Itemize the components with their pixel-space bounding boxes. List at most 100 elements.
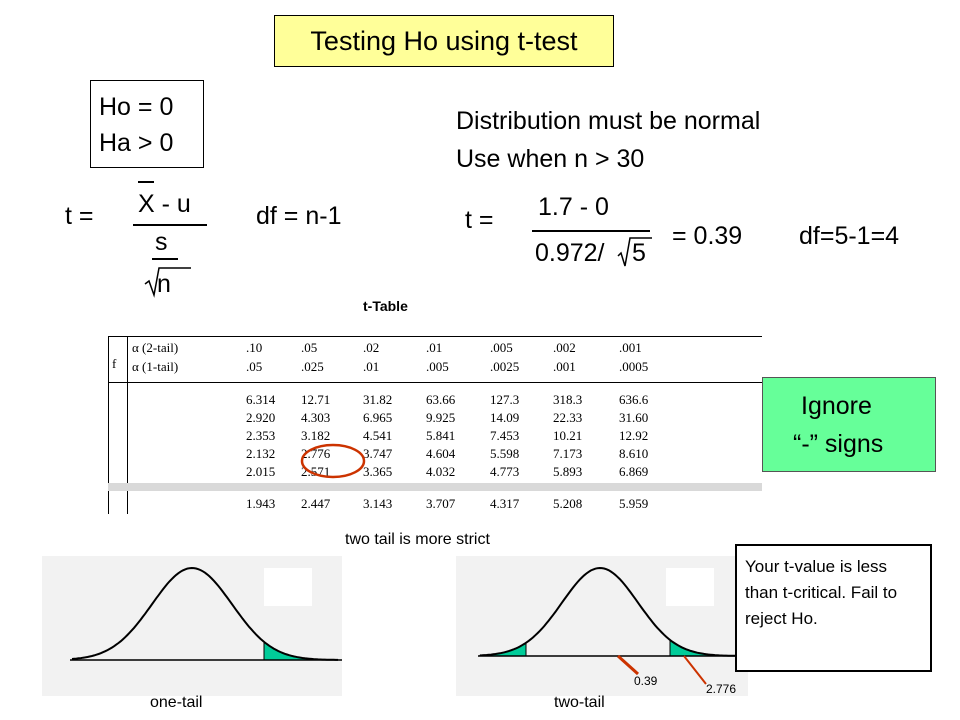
alpha-two-tail-header: .10 [246, 340, 263, 355]
calc-denominator: 0.972/ [535, 239, 605, 267]
ignore-signs-label: “-” signs [793, 430, 884, 458]
calc-t-label: t = [465, 206, 494, 234]
two-tail-label: two-tail [554, 694, 605, 711]
table-divider-rule [127, 336, 128, 514]
formula-n: n [157, 270, 171, 298]
table-cell: 63.66 [426, 392, 456, 407]
table-cell: 2.447 [301, 496, 331, 511]
calc-fraction-bar [532, 230, 650, 232]
alpha-two-tail-header: .005 [490, 340, 513, 355]
table-cell: 14.09 [490, 410, 520, 425]
highlight-circle [300, 443, 366, 479]
table-cell: 7.453 [490, 428, 520, 443]
table-cell: 5.208 [553, 496, 583, 511]
formula-s: s [155, 228, 168, 256]
table-cell: 3.747 [363, 446, 393, 461]
table-cell: 4.604 [426, 446, 456, 461]
alpha-two-tail-header: .01 [426, 340, 443, 355]
alpha-one-tail-header: .001 [553, 359, 576, 374]
table-header-fragment: f [112, 356, 117, 371]
table-cell: 5.598 [490, 446, 520, 461]
alpha-one-tail-header: .0025 [490, 359, 520, 374]
header-two-tail: α (2-tail) [132, 340, 179, 355]
table-left-rule [108, 336, 109, 514]
sqrt-icon [144, 267, 191, 298]
table-cell: 4.541 [363, 428, 393, 443]
one-tail-curve [42, 556, 342, 696]
table-cell: 2.132 [246, 446, 276, 461]
t-critical-marker: 2.776 [706, 682, 737, 696]
alpha-two-tail-header: .002 [553, 340, 576, 355]
t-table-label: t-Table [363, 298, 408, 314]
hypotheses-box: Ho = 0 Ha > 0 [90, 80, 204, 168]
table-cell: 12.92 [619, 428, 649, 443]
alpha-one-tail-header: .005 [426, 359, 449, 374]
table-cell: 4.032 [426, 464, 456, 479]
formula-df: df = n-1 [256, 202, 342, 230]
alpha-two-tail-header: .001 [619, 340, 642, 355]
table-cell: 3.182 [301, 428, 331, 443]
table-cell: 6.314 [246, 392, 276, 407]
table-cell: 7.173 [553, 446, 583, 461]
calc-root-value: 5 [632, 239, 646, 267]
formula-numerator: X - u [138, 190, 191, 218]
table-cell: 4.317 [490, 496, 520, 511]
page-title: Testing Ho using t-test [274, 15, 614, 67]
table-cell: 31.60 [619, 410, 649, 425]
ignore-signs-box: Ignore “-” signs [762, 377, 936, 472]
xbar-overline [138, 181, 154, 183]
table-cell: 2.776 [301, 446, 331, 461]
table-cell: 318.3 [553, 392, 583, 407]
table-cell: 3.707 [426, 496, 456, 511]
table-cell: 5.959 [619, 496, 649, 511]
table-header-rule [108, 382, 762, 383]
t-table: f α (2-tail) α (1-tail) .10 .05 .02 .01 .005… [108, 336, 762, 514]
table-cell: 636.6 [619, 392, 649, 407]
table-cell: 4.303 [301, 410, 331, 425]
table-cell: 3.143 [363, 496, 393, 511]
one-tail-label: one-tail [150, 694, 203, 711]
ignore-label: Ignore [801, 392, 872, 420]
table-cell: 6.869 [619, 464, 649, 479]
null-hypothesis: Ho = 0 [99, 93, 174, 121]
formula-fraction-bar [133, 224, 207, 226]
condition-sample-size: Use when n > 30 [456, 145, 645, 173]
table-cell: 127.3 [490, 392, 520, 407]
alpha-one-tail-header: .025 [301, 359, 324, 374]
table-cell: 8.610 [619, 446, 649, 461]
sqrt-icon [617, 237, 652, 267]
condition-normal: Distribution must be normal [456, 107, 761, 135]
table-cell: 22.33 [553, 410, 583, 425]
table-cell: 12.71 [301, 392, 331, 407]
table-cell: 10.21 [553, 428, 583, 443]
calc-result: = 0.39 [672, 222, 743, 250]
table-cell: 2.015 [246, 464, 276, 479]
header-one-tail: α (1-tail) [132, 359, 179, 374]
table-top-rule [108, 336, 762, 337]
calc-df: df=5-1=4 [799, 222, 900, 250]
table-cell: 5.841 [426, 428, 456, 443]
alpha-one-tail-header: .01 [363, 359, 380, 374]
alpha-two-tail-header: .05 [301, 340, 318, 355]
table-cell: 5.893 [553, 464, 583, 479]
formula-sub-fraction-bar [152, 258, 178, 260]
conclusion-note: Your t-value is less than t-critical. Fa… [735, 544, 932, 672]
t-value-marker: 0.39 [634, 674, 658, 688]
calc-numerator: 1.7 - 0 [538, 193, 609, 221]
alpha-one-tail-header: .05 [246, 359, 263, 374]
table-separator [108, 483, 762, 491]
alternative-hypothesis: Ha > 0 [99, 129, 174, 157]
strict-note: two tail is more strict [345, 531, 490, 548]
table-cell: 3.365 [363, 464, 393, 479]
alpha-one-tail-header: .0005 [619, 359, 649, 374]
table-cell: 6.965 [363, 410, 393, 425]
table-cell: 9.925 [426, 410, 456, 425]
alpha-two-tail-header: .02 [363, 340, 380, 355]
table-cell: 2.920 [246, 410, 276, 425]
table-cell: 1.943 [246, 496, 276, 511]
table-cell: 4.773 [490, 464, 520, 479]
two-tail-curve [456, 556, 748, 696]
formula-t-label: t = [65, 202, 94, 230]
table-cell: 2.353 [246, 428, 276, 443]
table-cell: 31.82 [363, 392, 393, 407]
